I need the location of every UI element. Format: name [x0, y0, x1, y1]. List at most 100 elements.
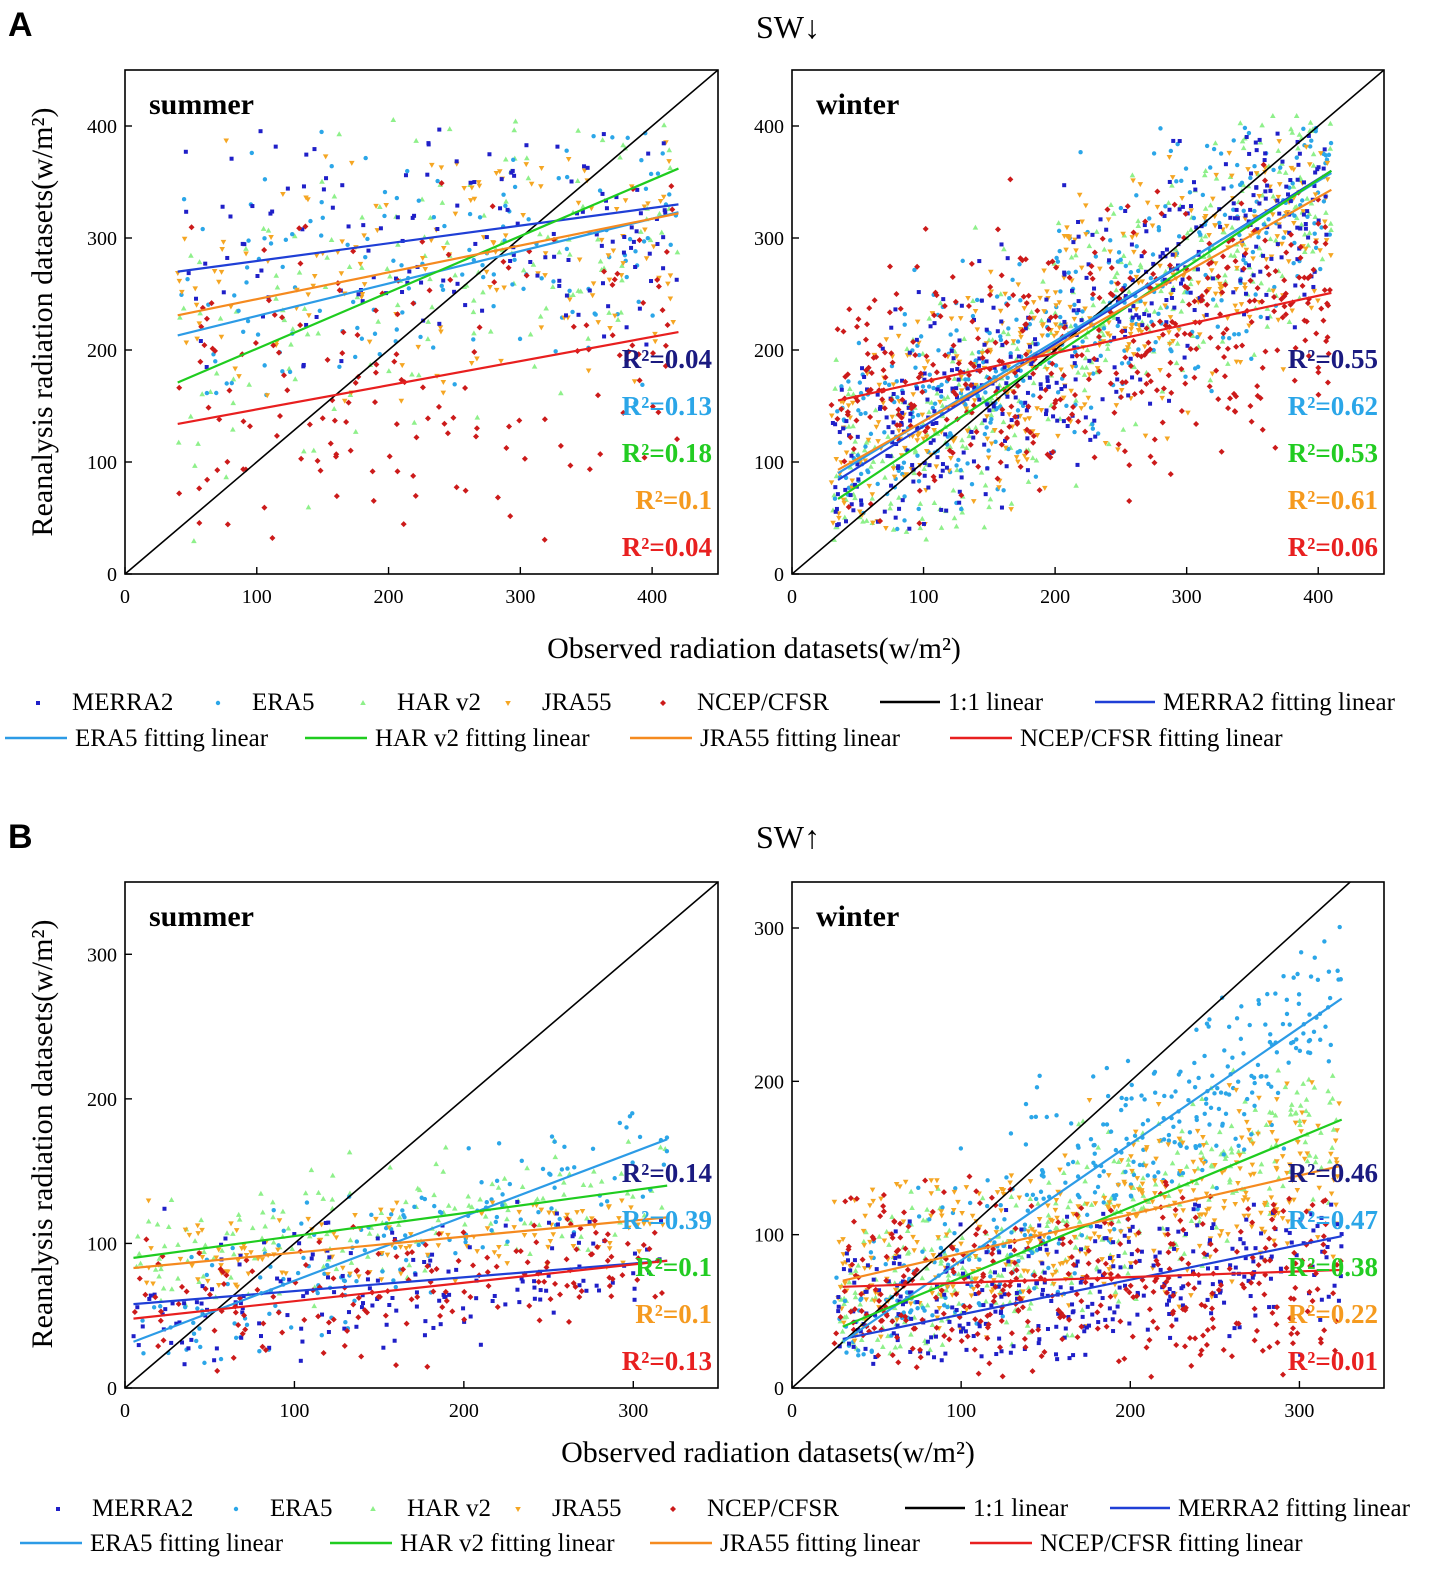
point-jra55 [875, 420, 882, 426]
point-merra2 [900, 498, 905, 503]
point-era5 [1186, 1079, 1192, 1084]
point-ncep-cfsr [1010, 292, 1017, 299]
point-har-v2 [463, 282, 470, 288]
point-merra2 [557, 283, 562, 288]
point-merra2 [858, 1329, 863, 1334]
point-jra55 [900, 1219, 907, 1225]
point-jra55 [1130, 352, 1137, 358]
point-era5 [273, 1303, 278, 1309]
point-era5 [1264, 230, 1269, 235]
point-era5 [553, 349, 558, 354]
point-era5 [1057, 248, 1062, 254]
point-har-v2 [134, 1233, 141, 1239]
fit-line-jra55 [133, 1216, 668, 1270]
point-era5 [1296, 1001, 1302, 1006]
point-merra2 [468, 1314, 473, 1319]
point-era5 [1046, 1265, 1051, 1271]
point-era5 [643, 186, 649, 191]
point-merra2 [474, 1296, 479, 1301]
point-har-v2 [451, 1205, 458, 1211]
point-jra55 [1127, 331, 1134, 337]
point-ncep-cfsr [898, 414, 905, 421]
point-merra2 [492, 1293, 497, 1298]
point-har-v2 [198, 1217, 204, 1223]
point-era5 [1088, 1224, 1094, 1229]
point-era5 [1294, 155, 1299, 160]
point-merra2 [960, 1259, 965, 1264]
point-ncep-cfsr [1014, 382, 1021, 389]
point-ncep-cfsr [662, 342, 669, 349]
point-era5 [556, 176, 561, 181]
point-ncep-cfsr [975, 463, 982, 470]
point-ncep-cfsr [526, 1302, 533, 1309]
point-jra55 [220, 239, 227, 245]
point-era5 [915, 1306, 920, 1311]
point-ncep-cfsr [259, 1343, 266, 1350]
point-har-v2 [1300, 1080, 1307, 1086]
point-jra55 [1185, 410, 1191, 416]
point-har-v2 [395, 1221, 402, 1227]
point-ncep-cfsr [453, 484, 460, 491]
point-merra2 [1302, 292, 1307, 297]
point-era5 [1123, 1169, 1128, 1174]
point-ncep-cfsr [924, 424, 931, 431]
point-har-v2 [435, 1217, 442, 1223]
point-merra2 [182, 1301, 187, 1306]
point-ncep-cfsr [270, 1293, 277, 1300]
point-era5 [1196, 1075, 1201, 1081]
point-era5 [1152, 1174, 1157, 1179]
point-era5 [1054, 1113, 1059, 1118]
point-ncep-cfsr [586, 466, 593, 473]
point-har-v2 [471, 330, 477, 336]
point-era5 [1000, 1314, 1005, 1319]
point-merra2 [1033, 352, 1038, 357]
point-ncep-cfsr [1042, 386, 1049, 393]
point-era5 [859, 1296, 864, 1301]
point-har-v2 [304, 331, 311, 337]
point-merra2 [891, 420, 896, 425]
point-jra55 [341, 398, 348, 404]
point-era5 [902, 322, 907, 327]
point-merra2 [927, 463, 932, 468]
point-merra2 [585, 165, 590, 170]
point-ncep-cfsr [1291, 377, 1298, 384]
point-merra2 [200, 1284, 205, 1289]
point-ncep-cfsr [1012, 413, 1019, 420]
point-jra55 [890, 466, 897, 472]
point-era5 [958, 1146, 964, 1151]
point-har-v2 [1229, 224, 1235, 230]
point-har-v2 [230, 400, 236, 406]
point-era5 [1195, 334, 1200, 340]
point-ncep-cfsr [932, 289, 939, 296]
point-merra2 [1054, 380, 1059, 385]
point-era5 [916, 1214, 922, 1219]
point-merra2 [219, 1242, 224, 1247]
point-har-v2 [874, 1336, 881, 1342]
point-ncep-cfsr [1174, 332, 1181, 339]
point-har-v2 [1296, 1118, 1303, 1124]
point-jra55 [1273, 1207, 1280, 1213]
point-har-v2 [291, 233, 298, 239]
point-ncep-cfsr [1167, 262, 1174, 269]
point-merra2 [447, 1292, 452, 1297]
point-ncep-cfsr [842, 373, 849, 380]
point-merra2 [1287, 1230, 1292, 1235]
point-har-v2 [1330, 1126, 1337, 1132]
point-ncep-cfsr [1258, 298, 1265, 305]
point-har-v2 [577, 288, 584, 294]
point-jra55 [1041, 485, 1048, 491]
point-merra2 [1205, 1297, 1210, 1302]
point-jra55 [1057, 1261, 1064, 1267]
point-merra2 [1284, 1228, 1289, 1233]
point-era5 [403, 1257, 409, 1263]
point-jra55 [953, 354, 960, 360]
point-merra2 [897, 506, 902, 511]
point-merra2 [1126, 393, 1131, 398]
point-ncep-cfsr [608, 1253, 615, 1260]
point-har-v2 [1228, 1145, 1235, 1151]
point-ncep-cfsr [608, 1293, 615, 1300]
point-har-v2 [1093, 1264, 1100, 1270]
point-har-v2 [978, 469, 985, 475]
point-era5 [931, 385, 936, 391]
point-merra2 [1227, 1334, 1232, 1339]
